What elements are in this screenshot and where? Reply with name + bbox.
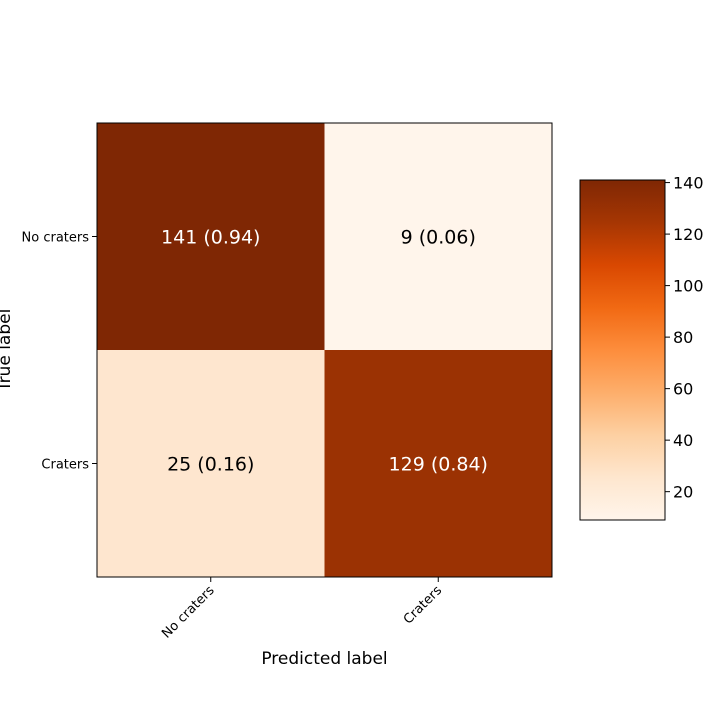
x-tick-label: Craters [401, 583, 445, 627]
heatmap-cells: 141 (0.94) 9 (0.06) 25 (0.16) 129 (0.84) [97, 123, 552, 577]
y-tick-label: Craters [41, 458, 89, 473]
colorbar-tick-label: 100 [673, 277, 704, 296]
heatmap-cell [97, 123, 325, 350]
heatmap-cell [97, 350, 325, 577]
colorbar-tick-label: 120 [673, 225, 704, 244]
y-axis-label: True label [0, 309, 15, 393]
x-tick-label: No craters [159, 583, 217, 641]
colorbar-gradient [579, 179, 666, 521]
colorbar-tick-label: 60 [673, 380, 693, 399]
cell-value-label: 9 (0.06) [401, 227, 476, 249]
x-axis-label: Predicted label [261, 649, 387, 669]
cell-value-label: 141 (0.94) [161, 227, 260, 249]
colorbar-tick-label: 140 [673, 174, 704, 193]
cell-value-label: 129 (0.84) [389, 454, 488, 476]
colorbar-tick-label: 40 [673, 431, 693, 450]
colorbar: 20 40 60 80 100 120 140 [579, 174, 704, 521]
plot-frame [96, 122, 553, 578]
colorbar-ticks: 20 40 60 80 100 120 140 [665, 174, 704, 502]
heatmap-cell [324, 123, 552, 350]
colorbar-tick-label: 80 [673, 328, 693, 347]
x-axis-ticks: No craters Craters [159, 577, 445, 642]
colorbar-tick-label: 20 [673, 483, 693, 502]
y-tick-label: No craters [22, 231, 90, 246]
heatmap-cell [324, 350, 552, 577]
cell-value-label: 25 (0.16) [167, 454, 254, 476]
y-axis-ticks: No craters Craters [22, 231, 97, 473]
